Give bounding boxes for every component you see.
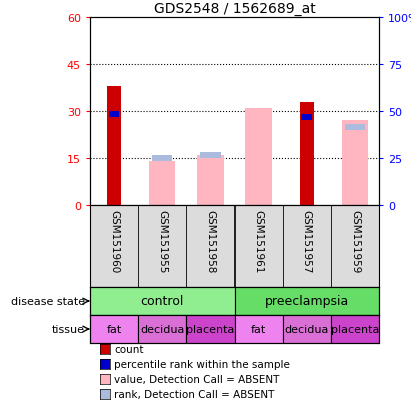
Bar — [186, 315, 235, 343]
Bar — [90, 287, 235, 315]
Bar — [107, 87, 121, 206]
Text: placenta: placenta — [331, 324, 379, 334]
Bar — [345, 124, 365, 131]
Text: percentile rank within the sample: percentile rank within the sample — [114, 359, 290, 369]
Title: GDS2548 / 1562689_at: GDS2548 / 1562689_at — [154, 2, 315, 16]
Bar — [342, 121, 368, 206]
Text: count: count — [114, 344, 143, 354]
Text: control: control — [141, 295, 184, 308]
Text: value, Detection Call = ABSENT: value, Detection Call = ABSENT — [114, 374, 279, 384]
Bar — [200, 152, 221, 159]
Bar — [149, 162, 175, 206]
Bar — [331, 315, 379, 343]
Bar — [90, 315, 138, 343]
Text: fat: fat — [251, 324, 266, 334]
Text: GSM151961: GSM151961 — [254, 209, 263, 273]
Text: GSM151959: GSM151959 — [350, 209, 360, 273]
Text: GSM151957: GSM151957 — [302, 209, 312, 273]
Bar — [283, 315, 331, 343]
Bar — [138, 315, 186, 343]
Bar — [109, 112, 119, 118]
Text: rank, Detection Call = ABSENT: rank, Detection Call = ABSENT — [114, 389, 275, 399]
Text: disease state: disease state — [11, 296, 85, 306]
Bar — [245, 109, 272, 206]
Bar — [235, 315, 283, 343]
Bar — [235, 287, 379, 315]
Bar — [152, 155, 172, 162]
Bar — [300, 102, 314, 206]
Text: preeclampsia: preeclampsia — [265, 295, 349, 308]
Text: fat: fat — [106, 324, 122, 334]
Text: GSM151958: GSM151958 — [206, 209, 215, 273]
Text: GSM151960: GSM151960 — [109, 209, 119, 273]
Text: tissue: tissue — [52, 324, 85, 334]
Text: GSM151955: GSM151955 — [157, 209, 167, 273]
Text: placenta: placenta — [186, 324, 235, 334]
Bar — [301, 115, 312, 121]
Text: decidua: decidua — [140, 324, 185, 334]
Text: decidua: decidua — [284, 324, 329, 334]
Bar — [197, 155, 224, 206]
